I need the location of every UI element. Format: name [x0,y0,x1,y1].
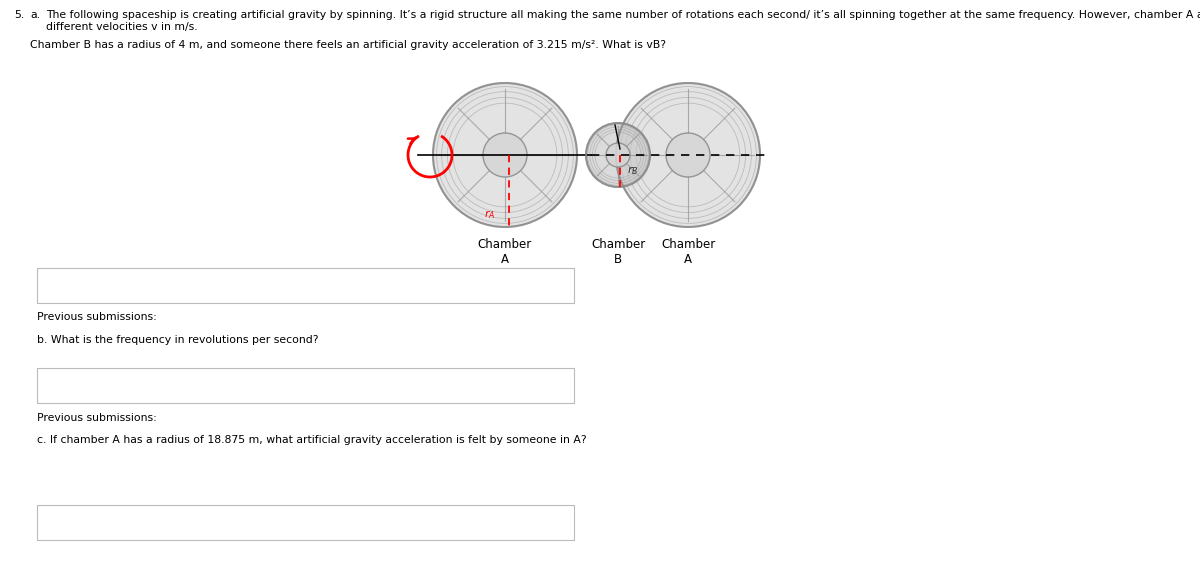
Text: Previous submissions:: Previous submissions: [37,413,157,423]
Circle shape [666,133,710,177]
Circle shape [586,123,650,187]
Text: $r_B$: $r_B$ [628,165,638,177]
Circle shape [433,83,577,227]
Circle shape [606,143,630,167]
Bar [37,368,574,403]
Text: c. If chamber A has a radius of 18.875 m, what artificial gravity acceleration i: c. If chamber A has a radius of 18.875 m… [37,435,587,445]
Text: Chamber
B: Chamber B [590,238,646,266]
Text: Chamber
A: Chamber A [478,238,532,266]
Text: $r_A$: $r_A$ [484,208,496,222]
Text: 5.: 5. [14,10,24,20]
Text: Chamber B has a radius of 4 m, and someone there feels an artificial gravity acc: Chamber B has a radius of 4 m, and someo… [30,40,666,50]
Text: different velocities v in m/s.: different velocities v in m/s. [46,22,198,32]
Bar [37,505,574,540]
Circle shape [482,133,527,177]
Text: Previous submissions:: Previous submissions: [37,312,157,322]
Text: a.: a. [30,10,40,20]
Bar [37,268,574,303]
Text: The following spaceship is creating artificial gravity by spinning. It’s a rigid: The following spaceship is creating arti… [46,10,1200,20]
Text: b. What is the frequency in revolutions per second?: b. What is the frequency in revolutions … [37,335,318,345]
Circle shape [616,83,760,227]
Text: Chamber
A: Chamber A [661,238,715,266]
